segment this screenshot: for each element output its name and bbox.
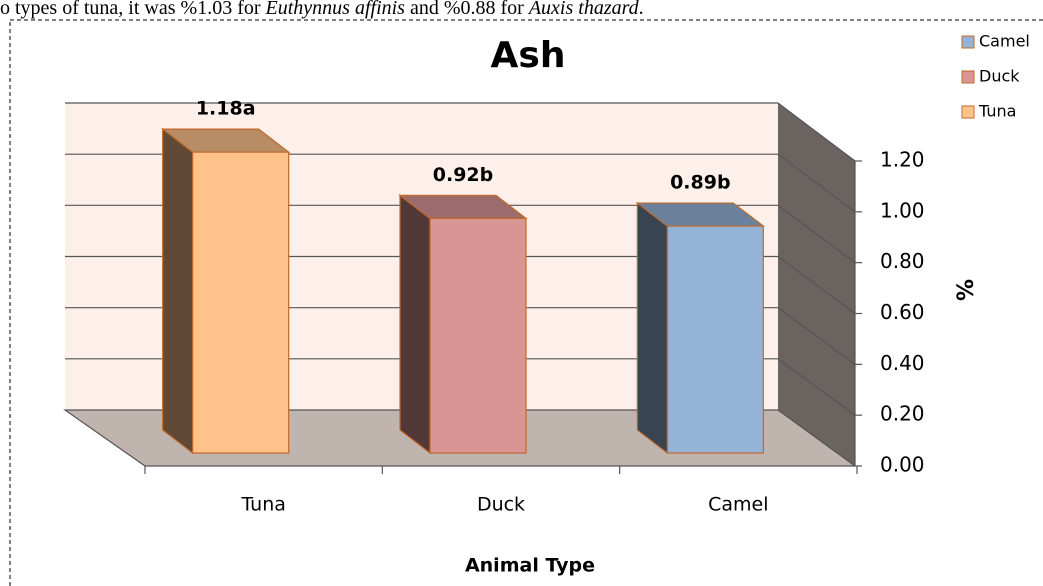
header-part: Euthynnus affinis [265,0,406,19]
grid-line [65,255,856,314]
chart-frame [9,19,1043,586]
header-text: o types of tuna, it was %1.03 for Euthyn… [0,0,644,19]
y-tick-label: 0.40 [880,351,925,375]
value-label: 0.89b [670,172,730,194]
grid-line [65,153,856,213]
bar-front [192,151,290,454]
grid-line [65,204,856,264]
y-tick-label: 0.80 [880,249,925,273]
legend-swatch [961,35,975,49]
chart-title: Ash [491,35,566,76]
grid-line [65,307,856,365]
bar [635,201,766,455]
y-tick-label: 1.20 [880,148,925,172]
x-tick-label: Tuna [240,494,285,516]
bar-front [666,225,764,454]
bar-side [636,201,668,455]
legend-label: Duck [979,67,1020,86]
header-part: Auxis thazard [527,0,640,19]
bar [160,127,291,455]
legend-swatch [961,70,975,84]
bar-front [429,217,527,454]
x-tick-label: Camel [708,494,768,516]
y-tick-label: 1.00 [880,198,925,222]
legend-swatch [961,105,975,119]
grid-line [65,102,856,162]
value-label: 0.92b [433,164,493,186]
y-tick-label: 0.00 [880,453,925,477]
header-part: o types of tuna, it was %1.03 for [0,0,266,19]
header-part: and %0.88 for [405,0,529,19]
value-label: 1.18a [196,98,256,120]
header-part: . [639,0,644,19]
y-axis-label: % [954,279,979,301]
bar [398,194,528,455]
bar-side [162,127,194,455]
x-axis-label: Animal Type [465,555,595,577]
y-tick-label: 0.60 [880,300,925,324]
grid-line [65,358,856,416]
legend-label: Tuna [978,102,1016,121]
y-tick-label: 0.20 [880,402,925,426]
legend-label: Camel [979,32,1030,51]
x-tick-label: Duck [477,494,525,516]
bar-side [399,194,431,455]
